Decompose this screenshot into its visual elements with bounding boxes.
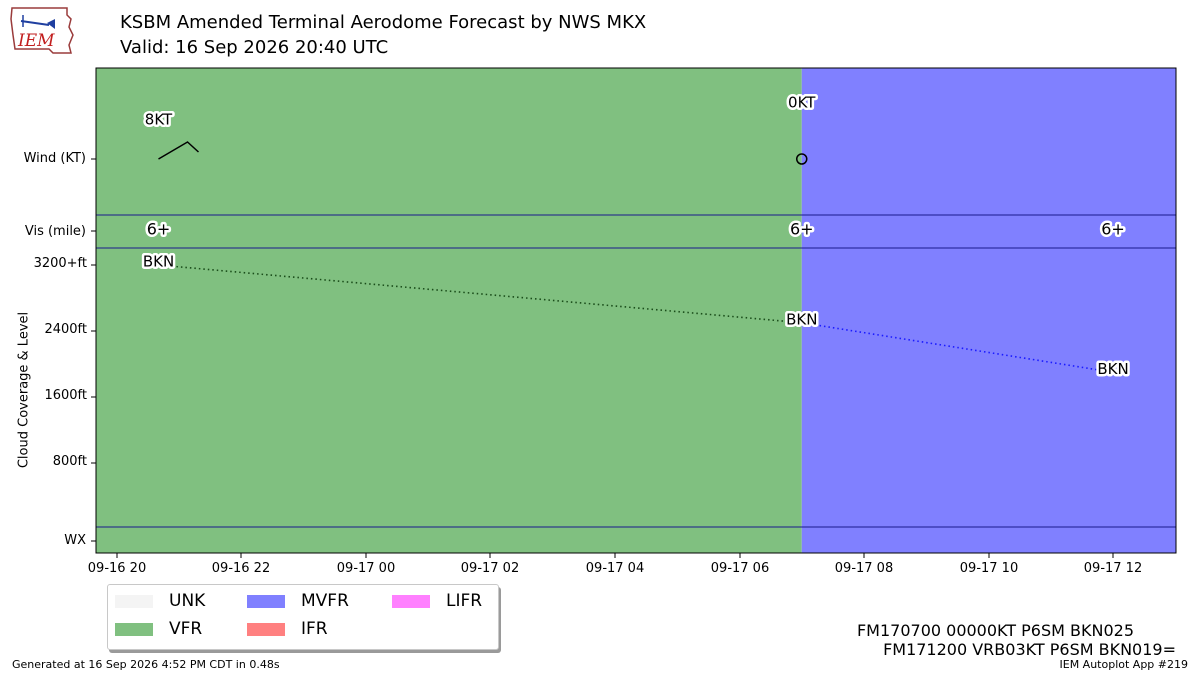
vis-label-0-text: 6+ bbox=[147, 220, 171, 239]
legend-swatch-unk bbox=[115, 594, 153, 608]
x-tick-label: 09-17 02 bbox=[460, 561, 520, 576]
cloud-tick-3200: 3200+ft bbox=[33, 256, 87, 271]
vis-label-0-halo: 6+ bbox=[147, 220, 171, 239]
x-tick-label: 09-17 08 bbox=[834, 561, 894, 576]
wind-speed-label-0-halo: 8KT bbox=[145, 111, 173, 129]
legend-item-mvfr: MVFR bbox=[247, 591, 349, 611]
vis-label-1-halo: 6+ bbox=[790, 220, 814, 239]
category-period-mvfr bbox=[801, 68, 1176, 553]
cloud-label-0-text: BKN bbox=[143, 253, 174, 271]
footer-app: IEM Autoplot App #219 bbox=[1059, 658, 1189, 671]
legend-swatch-vfr bbox=[115, 622, 153, 636]
vis-label-0: 6+6+ bbox=[144, 217, 173, 241]
iem-logo: IEM bbox=[10, 7, 74, 54]
cloud-label-2-halo: BKN bbox=[1097, 360, 1128, 378]
wind-speed-label-0-text: 8KT bbox=[145, 111, 173, 129]
cloud-label-1-halo: BKN bbox=[786, 310, 817, 328]
x-tick-label: 09-16 22 bbox=[211, 561, 271, 576]
vis-label-1-text: 6+ bbox=[790, 220, 814, 239]
legend-item-unk: UNK bbox=[115, 591, 205, 611]
wind-barb-0 bbox=[158, 141, 200, 160]
plot-frame bbox=[95, 67, 1177, 554]
legend-swatch-ifr bbox=[247, 622, 285, 636]
vis-label-2-halo: 6+ bbox=[1101, 220, 1125, 239]
taf-text-line-1: FM170700 00000KT P6SM BKN025 bbox=[856, 621, 1134, 640]
flight-category-legend: UNK VFR MVFR IFR LIFR bbox=[107, 584, 499, 650]
cloud-axis-label: Cloud Coverage & Level bbox=[16, 311, 32, 469]
row-label-wind: Wind (KT) bbox=[23, 151, 86, 166]
legend-swatch-mvfr bbox=[247, 594, 285, 608]
vis-label-1: 6+6+ bbox=[787, 217, 816, 241]
x-tick-label: 09-17 04 bbox=[585, 561, 645, 576]
chart-title: KSBM Amended Terminal Aerodome Forecast … bbox=[120, 12, 647, 33]
legend-label-ifr: IFR bbox=[301, 619, 328, 639]
legend-item-ifr: IFR bbox=[247, 619, 328, 639]
legend-label-lifr: LIFR bbox=[446, 591, 483, 611]
logo-text: IEM bbox=[17, 31, 55, 51]
cloud-tick-1600: 1600ft bbox=[44, 388, 87, 403]
cloud-label-2-text: BKN bbox=[1097, 360, 1128, 378]
chart-subtitle: Valid: 16 Sep 2026 20:40 UTC bbox=[120, 37, 389, 58]
cloud-tick-800: 800ft bbox=[52, 454, 87, 469]
row-label-wx: WX bbox=[64, 533, 86, 548]
calm-wind-marker bbox=[796, 153, 808, 165]
footer-generated: Generated at 16 Sep 2026 4:52 PM CDT in … bbox=[12, 658, 280, 671]
cloud-tick-2400: 2400ft bbox=[44, 322, 87, 337]
category-period-vfr bbox=[96, 68, 802, 553]
x-tick-label: 09-17 00 bbox=[336, 561, 396, 576]
row-label-vis: Vis (mile) bbox=[24, 224, 86, 239]
taf-text-line-2: FM171200 VRB03KT P6SM BKN019= bbox=[883, 640, 1176, 659]
cloud-level-line-1 bbox=[801, 321, 1114, 374]
x-tick-label: 09-17 10 bbox=[959, 561, 1019, 576]
x-tick-label: 09-17 12 bbox=[1083, 561, 1143, 576]
legend-item-lifr: LIFR bbox=[392, 591, 482, 611]
wind-speed-label-1-text: 0KT bbox=[788, 94, 816, 112]
cloud-label-1-text: BKN bbox=[786, 310, 817, 328]
x-tick-label: 09-17 06 bbox=[710, 561, 770, 576]
legend-label-mvfr: MVFR bbox=[301, 591, 349, 611]
legend-label-vfr: VFR bbox=[169, 619, 203, 639]
x-tick-label: 09-16 20 bbox=[87, 561, 147, 576]
vis-label-2-text: 6+ bbox=[1101, 220, 1125, 239]
vis-label-2: 6+6+ bbox=[1099, 217, 1128, 241]
cloud-label-0-halo: BKN bbox=[143, 253, 174, 271]
wind-speed-label-1-halo: 0KT bbox=[788, 94, 816, 112]
legend-swatch-lifr bbox=[392, 594, 430, 608]
legend-label-unk: UNK bbox=[169, 591, 206, 611]
legend-item-vfr: VFR bbox=[115, 619, 202, 639]
